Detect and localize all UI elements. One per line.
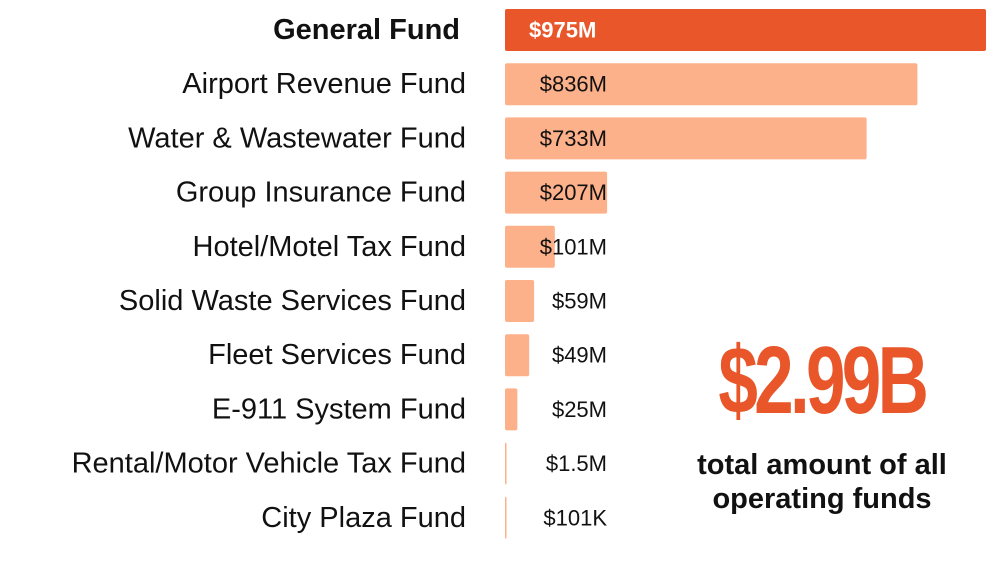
value-label-6: $49M [552, 343, 607, 368]
value-label-9: $101K [543, 505, 607, 530]
value-label-0: $975M [529, 18, 596, 43]
value-label-3: $207M [540, 180, 607, 205]
value-label-5: $59M [552, 289, 607, 314]
bar-5 [505, 280, 535, 322]
category-label-9: City Plaza Fund [261, 502, 466, 534]
bar-2 [505, 117, 867, 160]
category-label-8: Rental/Motor Vehicle Tax Fund [72, 448, 466, 480]
category-label-7: E-911 System Fund [212, 393, 466, 425]
value-label-2: $733M [540, 126, 607, 151]
bar-7 [505, 388, 518, 431]
bar-9 [505, 496, 507, 539]
total-caption: total amount of all operating funds [662, 448, 982, 516]
total-summary: $2.99B total amount of all operating fun… [662, 322, 982, 516]
category-label-0: General Fund [273, 14, 460, 46]
bar-1 [505, 63, 918, 106]
category-label-4: Hotel/Motel Tax Fund [193, 231, 467, 263]
category-label-5: Solid Waste Services Fund [119, 285, 466, 317]
category-label-2: Water & Wastewater Fund [128, 122, 466, 154]
category-label-1: Airport Revenue Fund [182, 68, 466, 100]
value-label-8: $1.5M [546, 451, 607, 476]
bar-0 [505, 9, 986, 51]
total-value: $2.99B [718, 327, 930, 434]
bar-3 [505, 171, 608, 214]
bar-4 [505, 225, 555, 268]
bar-8 [505, 442, 507, 485]
value-label-1: $836M [540, 72, 607, 97]
category-label-6: Fleet Services Fund [208, 339, 466, 371]
bar-6 [505, 334, 530, 377]
value-label-7: $25M [552, 397, 607, 422]
value-label-4: $101M [540, 234, 607, 259]
total-caption-line1: total amount of all [697, 449, 947, 481]
total-caption-line2: operating funds [712, 483, 932, 515]
category-label-3: Group Insurance Fund [176, 177, 466, 209]
